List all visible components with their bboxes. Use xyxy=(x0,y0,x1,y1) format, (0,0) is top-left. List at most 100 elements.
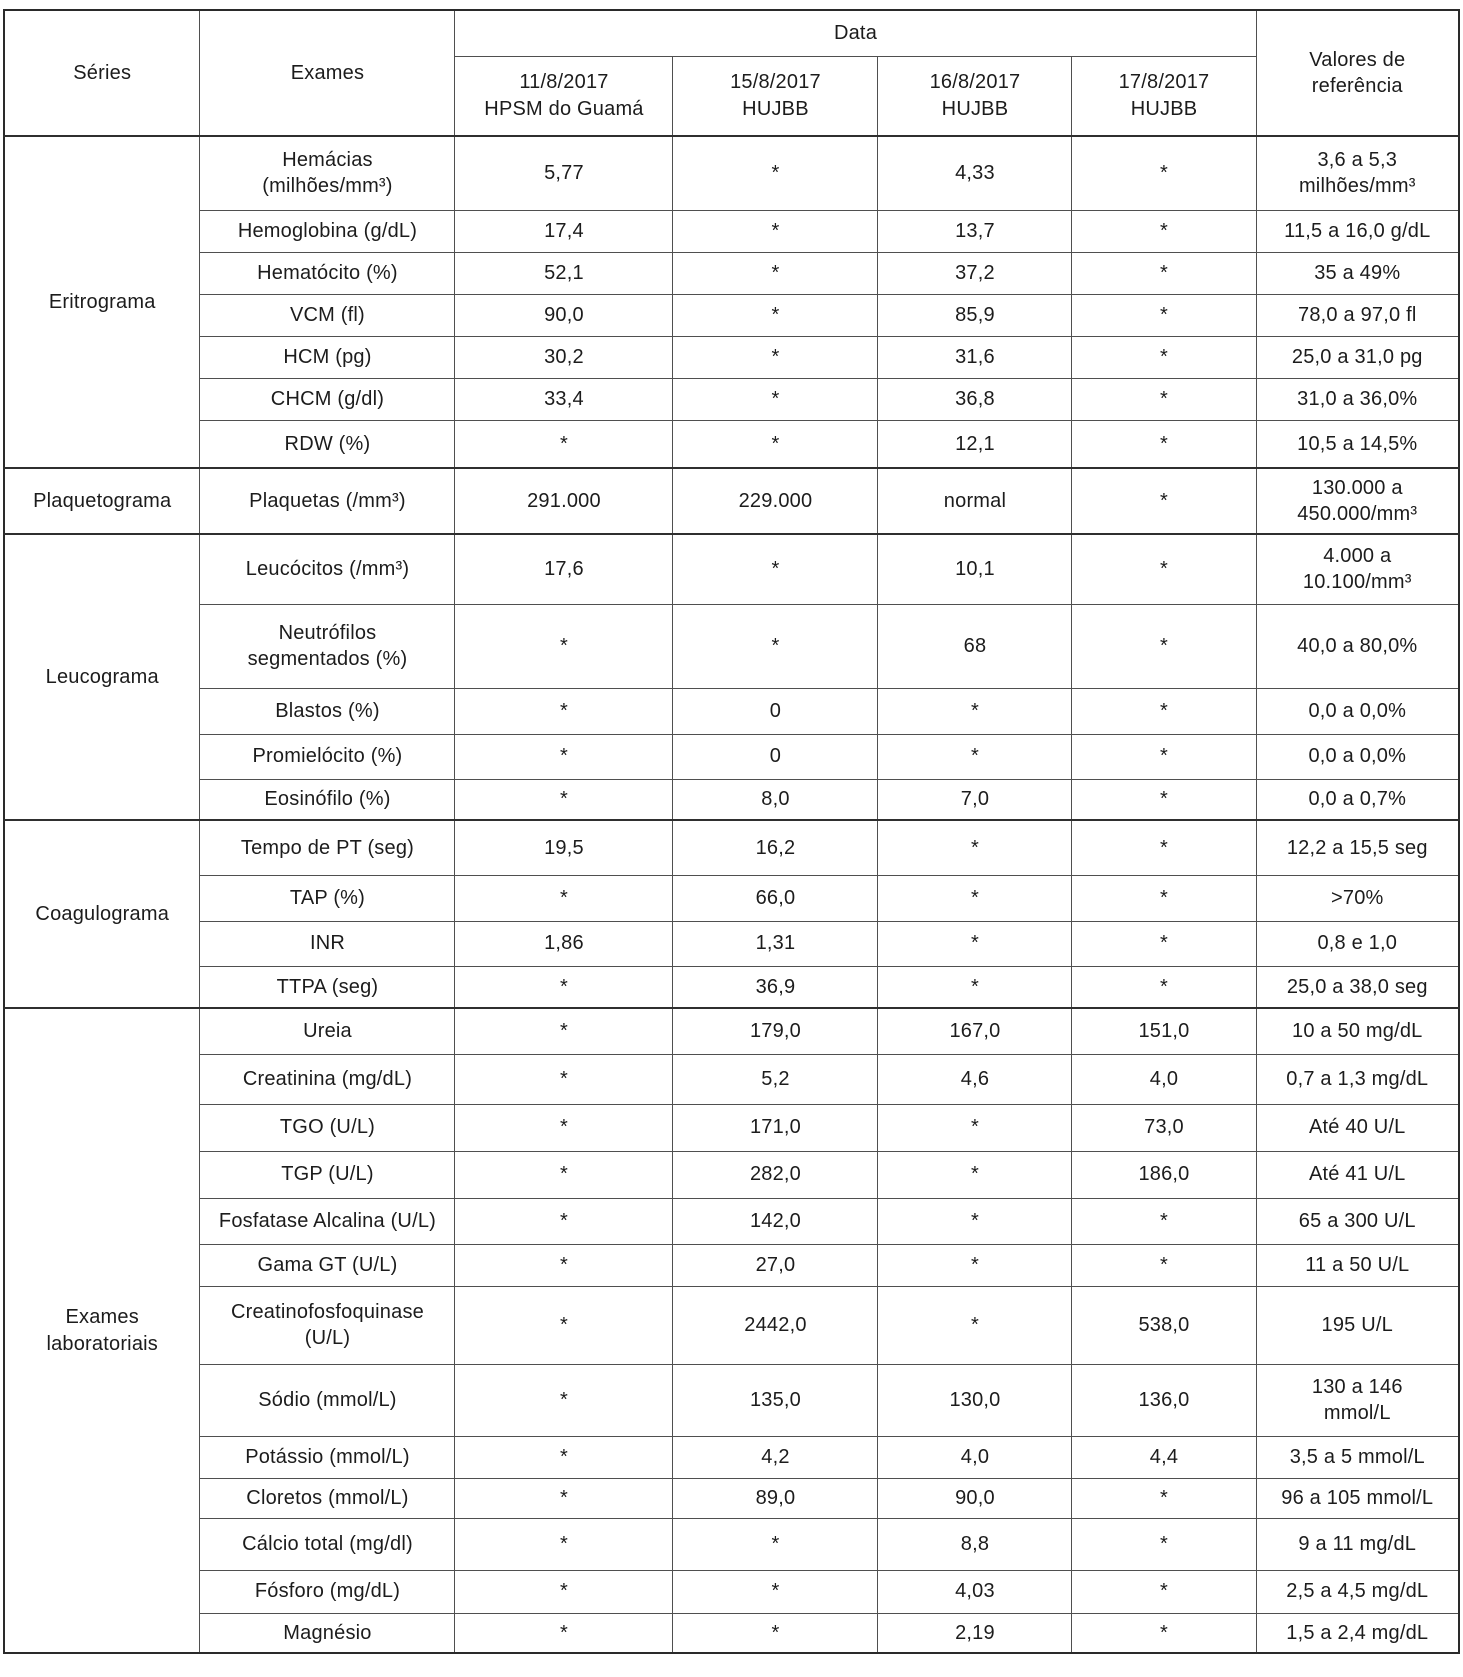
result-cell: 5,2 xyxy=(672,1053,879,1105)
reference-cell: 78,0 a 97,0 fl xyxy=(1255,293,1460,337)
exam-label-cell: Hematócito (%) xyxy=(199,251,456,295)
result-cell: * xyxy=(454,1435,674,1479)
result-cell: * xyxy=(1071,533,1257,605)
date-header-3: 16/8/2017 HUJBB xyxy=(877,55,1073,137)
result-cell: * xyxy=(877,1103,1073,1152)
table-row: Creatinofosfoquinase (U/L) * 2442,0 * 53… xyxy=(4,1285,1460,1365)
table-row: CHCM (g/dl) 33,4 * 36,8 * 31,0 a 36,0% xyxy=(4,377,1460,421)
table-row: Eritrograma Hemácias (milhões/mm³) 5,77 … xyxy=(3,135,1460,469)
reference-cell: 25,0 a 31,0 pg xyxy=(1255,335,1460,379)
result-cell: 7,0 xyxy=(877,778,1073,821)
exam-label-cell: Ureia xyxy=(199,1007,456,1055)
result-cell: 27,0 xyxy=(672,1243,879,1287)
result-cell: * xyxy=(877,965,1073,1009)
result-cell: * xyxy=(672,603,879,689)
result-cell: * xyxy=(672,1569,879,1614)
exam-label-cell: Cálcio total (mg/dl) xyxy=(199,1517,456,1571)
result-cell: * xyxy=(1071,920,1257,967)
result-cell: * xyxy=(454,778,674,821)
reference-cell: 0,0 a 0,0% xyxy=(1255,687,1460,735)
result-cell: * xyxy=(454,1243,674,1287)
result-cell: * xyxy=(454,1363,674,1437)
result-cell: 36,9 xyxy=(672,965,879,1009)
exam-label-cell: TGP (U/L) xyxy=(199,1150,456,1199)
result-cell: * xyxy=(454,733,674,780)
exam-label-cell: Promielócito (%) xyxy=(199,733,456,780)
result-cell: * xyxy=(454,1285,674,1365)
table-row: INR 1,86 1,31 * * 0,8 e 1,0 xyxy=(4,920,1460,967)
result-cell: 538,0 xyxy=(1071,1285,1257,1365)
exames-column-header: Exames xyxy=(199,9,456,137)
result-cell: * xyxy=(454,1517,674,1571)
table-row: Hematócito (%) 52,1 * 37,2 * 35 a 49% xyxy=(4,251,1460,295)
result-cell: * xyxy=(877,874,1073,922)
exam-label-cell: TAP (%) xyxy=(199,874,456,922)
result-cell: * xyxy=(877,687,1073,735)
table-row: Promielócito (%) * 0 * * 0,0 a 0,0% xyxy=(4,733,1460,780)
exam-label-cell: Magnésio xyxy=(199,1612,456,1654)
result-cell: 167,0 xyxy=(877,1007,1073,1055)
table-row: TTPA (seg) * 36,9 * * 25,0 a 38,0 seg xyxy=(4,965,1460,1009)
result-cell: 4,4 xyxy=(1071,1435,1257,1479)
result-cell: * xyxy=(1071,603,1257,689)
reference-column-header: Valores de referência xyxy=(1255,9,1460,137)
data-column-header: Data xyxy=(454,9,1257,57)
table-row: Potássio (mmol/L) * 4,2 4,0 4,4 3,5 a 5 … xyxy=(4,1435,1460,1479)
reference-cell: 3,6 a 5,3 milhões/mm³ xyxy=(1255,135,1460,211)
table-row: Exames laboratoriais Ureia * 179,0 167,0… xyxy=(3,1007,1460,1654)
table-row: Neutrófilos segmentados (%) * * 68 * 40,… xyxy=(4,603,1460,689)
result-cell: 13,7 xyxy=(877,209,1073,253)
exam-label-cell: Cloretos (mmol/L) xyxy=(199,1477,456,1519)
series-group-cell: Exames laboratoriais xyxy=(3,1007,201,1654)
result-cell: * xyxy=(877,733,1073,780)
exam-label-cell: Leucócitos (/mm³) xyxy=(199,533,456,605)
result-cell: 4,03 xyxy=(877,1569,1073,1614)
result-cell: 4,6 xyxy=(877,1053,1073,1105)
table-row: Plaquetograma Plaquetas (/mm³) 291.000 2… xyxy=(3,467,1460,535)
result-cell: 171,0 xyxy=(672,1103,879,1152)
reference-cell: 0,0 a 0,7% xyxy=(1255,778,1460,821)
result-cell: 90,0 xyxy=(877,1477,1073,1519)
reference-cell: 10 a 50 mg/dL xyxy=(1255,1007,1460,1055)
result-cell: * xyxy=(877,1285,1073,1365)
table-row: TAP (%) * 66,0 * * >70% xyxy=(4,874,1460,922)
exam-label-cell: VCM (fl) xyxy=(199,293,456,337)
reference-cell: 0,8 e 1,0 xyxy=(1255,920,1460,967)
result-cell: * xyxy=(1071,377,1257,421)
result-cell: * xyxy=(454,1053,674,1105)
result-cell: * xyxy=(1071,1612,1257,1654)
result-cell: * xyxy=(1071,733,1257,780)
result-cell: * xyxy=(1071,335,1257,379)
exam-label-cell: Potássio (mmol/L) xyxy=(199,1435,456,1479)
result-cell: 136,0 xyxy=(1071,1363,1257,1437)
reference-cell: 40,0 a 80,0% xyxy=(1255,603,1460,689)
result-cell: * xyxy=(1071,1197,1257,1245)
result-cell: * xyxy=(1071,874,1257,922)
exam-label-cell: TTPA (seg) xyxy=(199,965,456,1009)
result-cell: * xyxy=(1071,1517,1257,1571)
exam-label-cell: Plaquetas (/mm³) xyxy=(199,467,456,535)
reference-cell: >70% xyxy=(1255,874,1460,922)
result-cell: * xyxy=(672,1517,879,1571)
result-cell: * xyxy=(1071,778,1257,821)
series-group-cell: Plaquetograma xyxy=(3,467,201,535)
result-cell: 68 xyxy=(877,603,1073,689)
result-cell: * xyxy=(877,819,1073,876)
exam-label-cell: Hemoglobina (g/dL) xyxy=(199,209,456,253)
table-row: Magnésio * * 2,19 * 1,5 a 2,4 mg/dL xyxy=(4,1612,1460,1654)
result-cell: 2,19 xyxy=(877,1612,1073,1654)
result-cell: 186,0 xyxy=(1071,1150,1257,1199)
result-cell: * xyxy=(1071,419,1257,469)
exam-label-cell: Gama GT (U/L) xyxy=(199,1243,456,1287)
result-cell: * xyxy=(454,687,674,735)
result-cell: 8,8 xyxy=(877,1517,1073,1571)
table-row: Cálcio total (mg/dl) * * 8,8 * 9 a 11 mg… xyxy=(4,1517,1460,1571)
result-cell: 73,0 xyxy=(1071,1103,1257,1152)
reference-cell: 35 a 49% xyxy=(1255,251,1460,295)
reference-cell: Até 41 U/L xyxy=(1255,1150,1460,1199)
result-cell: normal xyxy=(877,467,1073,535)
table-row: Cloretos (mmol/L) * 89,0 90,0 * 96 a 105… xyxy=(4,1477,1460,1519)
result-cell: * xyxy=(454,603,674,689)
result-cell: 30,2 xyxy=(454,335,674,379)
